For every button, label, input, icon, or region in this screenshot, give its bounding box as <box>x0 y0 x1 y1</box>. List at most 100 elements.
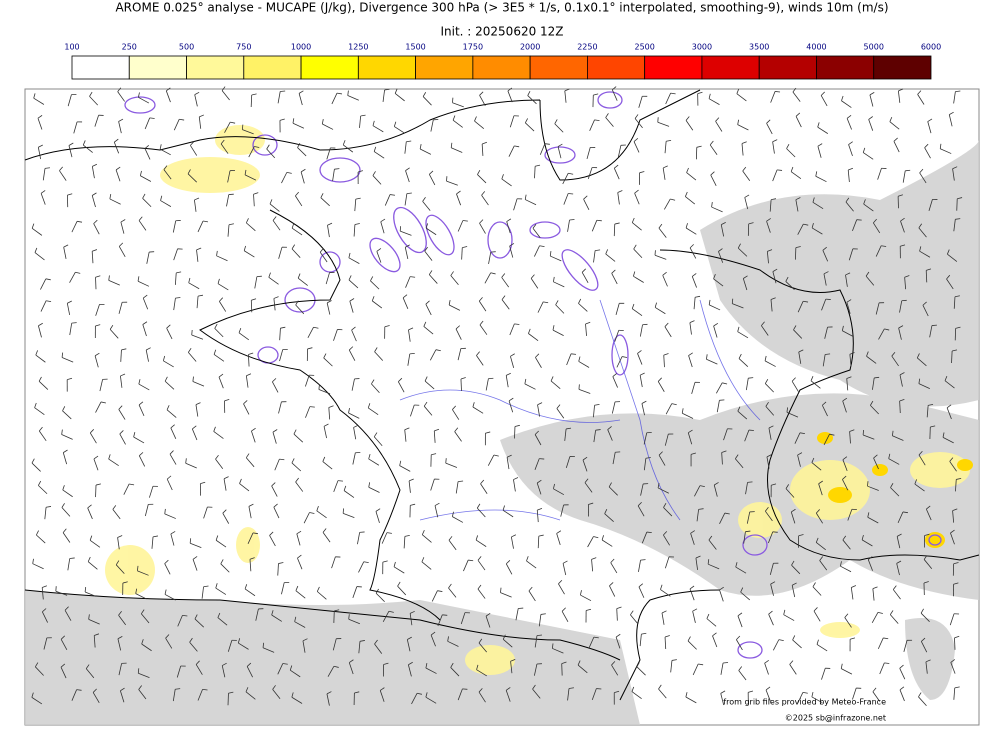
wind-barb <box>189 641 198 652</box>
wind-barb <box>550 380 561 390</box>
wind-barb <box>611 273 618 285</box>
wind-barb-flag <box>738 666 743 671</box>
wind-barb-flag <box>558 579 563 585</box>
wind-barb-flag <box>580 590 582 596</box>
wind-barb <box>327 225 330 238</box>
wind-barb <box>455 481 459 494</box>
wind-barb <box>327 666 335 677</box>
wind-barb <box>890 487 900 497</box>
wind-barb <box>244 588 256 597</box>
wind-barb-flag <box>192 376 194 382</box>
wind-barb-flag <box>291 244 296 250</box>
wind-barb-flag <box>493 454 499 457</box>
wind-barb <box>238 642 249 650</box>
wind-barb-flag <box>524 194 527 200</box>
wind-barb-flag <box>764 660 769 664</box>
wind-barb-flag <box>791 560 795 566</box>
wind-barb-flag <box>318 384 320 390</box>
wind-barb <box>665 92 672 105</box>
wind-barb <box>654 307 666 315</box>
wind-barb-flag <box>923 581 929 584</box>
wind-barb <box>501 277 510 288</box>
wind-barb-flag <box>38 144 43 148</box>
wind-barb-flag <box>892 585 897 590</box>
wind-barb <box>904 277 907 290</box>
wind-barb-flag <box>767 249 773 252</box>
wind-barb <box>564 428 567 441</box>
wind-barb-flag <box>501 295 506 300</box>
wind-barb-flag <box>137 92 140 98</box>
wind-barb <box>277 91 281 104</box>
wind-barb <box>688 355 693 368</box>
wind-barb <box>292 122 305 129</box>
wind-barb-flag <box>819 556 824 561</box>
wind-barb-flag <box>952 508 958 512</box>
wind-barb <box>353 224 356 237</box>
cape-areas <box>105 125 970 675</box>
wind-barb-flag <box>408 327 414 331</box>
wind-barb <box>914 483 925 492</box>
wind-barb <box>305 374 310 387</box>
wind-barb <box>99 379 103 392</box>
wind-barb <box>716 400 720 413</box>
wind-barb <box>613 224 616 237</box>
wind-barb-flag <box>478 297 483 302</box>
wind-barb-flag <box>189 538 192 544</box>
wind-barb <box>870 405 879 415</box>
wind-barb-flag <box>554 119 558 124</box>
wind-barb-flag <box>368 454 371 460</box>
wind-barb-flag <box>478 688 483 693</box>
wind-barb <box>867 485 879 491</box>
wind-barb <box>513 479 516 492</box>
wind-barb <box>513 198 518 211</box>
wind-barb <box>524 383 536 390</box>
wind-barb-flag <box>85 664 90 669</box>
wind-barb <box>612 376 618 388</box>
wind-barb-flag <box>501 174 504 180</box>
wind-barb <box>744 429 750 442</box>
wind-barb <box>660 589 671 597</box>
wind-barb-flag <box>562 560 568 564</box>
wind-barb <box>31 462 41 472</box>
wind-barb-flag <box>448 583 452 589</box>
wind-barb-flag <box>502 634 506 640</box>
colorbar-box <box>873 55 932 80</box>
wind-barb-flag <box>696 145 702 148</box>
wind-barb <box>249 559 252 572</box>
wind-barb-flag <box>884 328 890 331</box>
wind-barb <box>745 482 748 495</box>
wind-barb <box>169 453 177 465</box>
wind-barb-flag <box>721 222 726 226</box>
wind-barb <box>630 614 639 625</box>
wind-barb <box>488 252 492 264</box>
wind-barb <box>278 247 283 259</box>
wind-barb <box>822 354 826 367</box>
wind-barb <box>91 251 94 264</box>
wind-barb-flag <box>506 454 512 458</box>
wind-barb-flag <box>670 92 676 95</box>
wind-barb <box>379 690 385 702</box>
colorbar-box <box>71 55 130 80</box>
wind-barb-flag <box>215 454 219 460</box>
wind-barb <box>852 687 857 700</box>
wind-barb-flag <box>917 90 922 95</box>
wind-barb <box>899 374 903 387</box>
wind-barb <box>457 348 462 361</box>
wind-barb-flag <box>434 428 440 432</box>
wind-barb <box>87 507 93 520</box>
wind-barb-flag <box>844 613 849 618</box>
wind-barb <box>138 383 150 391</box>
wind-barb <box>247 532 254 544</box>
colorbar-tick-label: 250 <box>122 43 137 52</box>
wind-barb-flag <box>611 661 616 666</box>
wind-barb <box>609 585 616 597</box>
wind-barb <box>41 587 44 600</box>
wind-barb <box>611 89 618 101</box>
wind-barb-flag <box>195 660 200 665</box>
wind-barb-flag <box>355 197 361 200</box>
wind-barb-flag <box>735 454 739 459</box>
wind-barb <box>217 617 228 626</box>
colorbar-box <box>644 55 703 80</box>
wind-barb-flag <box>846 376 852 379</box>
wind-barb-flag <box>139 452 144 457</box>
